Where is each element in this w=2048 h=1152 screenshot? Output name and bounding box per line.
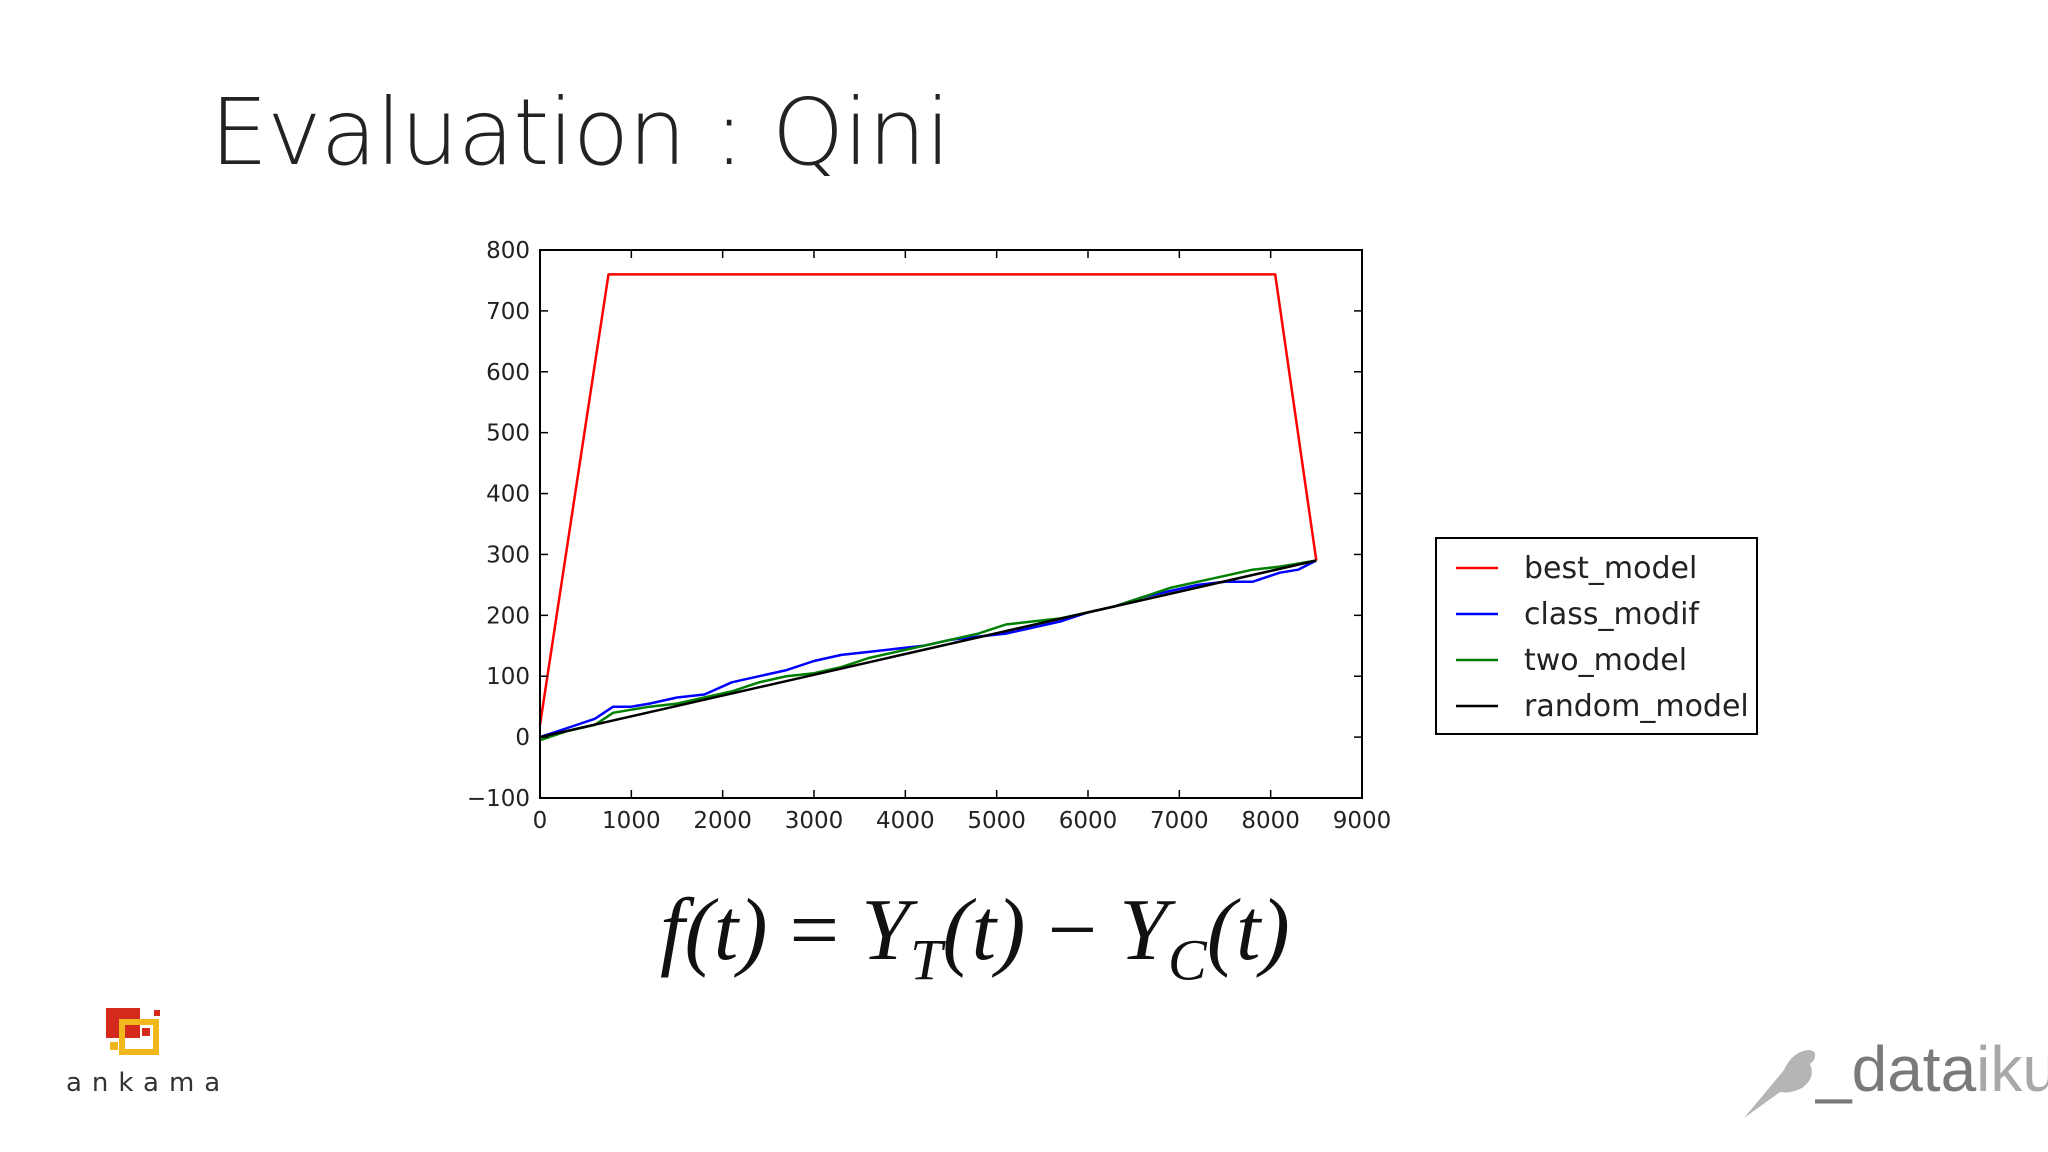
series-line-best_model: [538, 273, 1318, 726]
legend-label-class_modif: class_modif: [1524, 597, 1700, 632]
formula-yc-sub: C: [1168, 927, 1207, 993]
y-tick-label: 300: [486, 542, 530, 568]
y-tick-label: 600: [486, 360, 530, 386]
legend: best_model class_modif two_model random_mod…: [1435, 537, 1758, 735]
ankama-wordmark: ankama: [66, 1068, 231, 1098]
plot-frame: [539, 249, 1363, 799]
formula-arg1: (t): [942, 882, 1026, 979]
formula-arg2: (t): [1206, 882, 1290, 979]
ankama-logo-icon: [106, 1008, 160, 1055]
x-tick-label: 7000: [1150, 808, 1209, 834]
x-tick-label: 4000: [876, 808, 935, 834]
legend-label-random_model: random_model: [1524, 689, 1749, 724]
x-tick-label: 6000: [1059, 808, 1118, 834]
formula-yt-sub: T: [910, 927, 943, 993]
dataiku-wordmark: _dataiku: [1816, 1032, 2048, 1106]
series-line-random_model: [539, 559, 1317, 739]
x-tick-label: 9000: [1333, 808, 1392, 834]
x-tick-label: 0: [533, 808, 548, 834]
x-tick-label: 2000: [693, 808, 752, 834]
formula-equals: =: [767, 882, 862, 979]
y-tick-label: 100: [486, 664, 530, 690]
formula-yc: Y: [1119, 882, 1169, 979]
y-tick-label: 0: [515, 725, 530, 751]
y-axis: −100 0 100 200 300 400 500 600 700 800: [467, 238, 1362, 812]
y-tick-label: 200: [486, 603, 530, 629]
x-tick-label: 1000: [602, 808, 661, 834]
y-tick-label: 500: [486, 421, 530, 447]
formula-lhs: f(t): [660, 882, 768, 979]
legend-box: [1435, 537, 1758, 735]
dataiku-text-dark: _data: [1816, 1033, 1977, 1105]
x-tick-label: 5000: [967, 808, 1026, 834]
x-tick-label: 8000: [1241, 808, 1300, 834]
qini-formula: f(t) = YT(t) − YC(t): [660, 880, 1290, 993]
y-tick-label: −100: [467, 786, 530, 812]
legend-label-two_model: two_model: [1524, 643, 1687, 678]
x-axis: 0 1000 2000 3000 4000 5000 6000 7000 8000 9000: [533, 250, 1392, 834]
y-tick-label: 700: [486, 299, 530, 325]
bird-icon: [1744, 1050, 1816, 1118]
y-tick-label: 800: [486, 238, 530, 264]
plot-lines: [538, 273, 1318, 742]
slide-title: Evaluation : Qini: [210, 79, 951, 186]
legend-label-best_model: best_model: [1524, 551, 1697, 586]
formula-minus: −: [1025, 882, 1120, 979]
formula-yt: Y: [861, 882, 911, 979]
dataiku-text-light: iku: [1976, 1033, 2048, 1105]
x-tick-label: 3000: [785, 808, 844, 834]
y-tick-label: 400: [486, 482, 530, 508]
series-line-two_model: [539, 559, 1317, 742]
